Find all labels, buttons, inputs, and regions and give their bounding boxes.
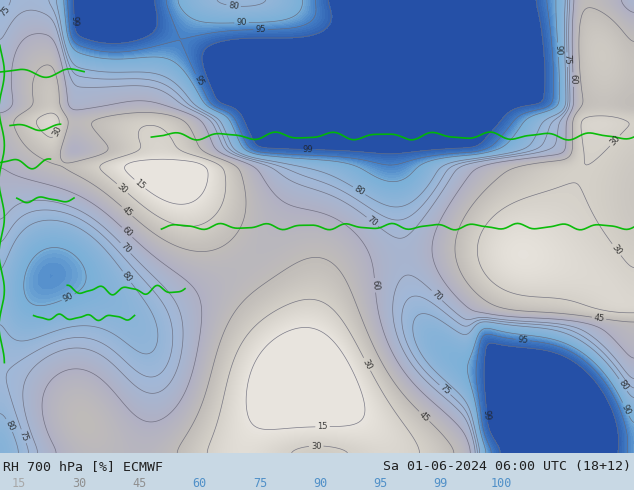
Text: 45: 45 bbox=[133, 477, 146, 490]
Text: 45: 45 bbox=[120, 204, 134, 218]
Text: 30: 30 bbox=[115, 182, 129, 196]
Text: 15: 15 bbox=[12, 477, 26, 490]
Text: 80: 80 bbox=[3, 418, 16, 432]
Text: 99: 99 bbox=[303, 145, 314, 154]
Text: Sa 01-06-2024 06:00 UTC (18+12): Sa 01-06-2024 06:00 UTC (18+12) bbox=[383, 460, 631, 473]
Text: 90: 90 bbox=[553, 44, 563, 55]
Text: 60: 60 bbox=[120, 225, 134, 239]
Text: 15: 15 bbox=[317, 422, 328, 431]
Text: 100: 100 bbox=[490, 477, 512, 490]
Text: 99: 99 bbox=[434, 477, 448, 490]
Text: 90: 90 bbox=[619, 403, 632, 416]
Text: 80: 80 bbox=[228, 1, 239, 11]
Text: 80: 80 bbox=[616, 378, 630, 392]
Text: 75: 75 bbox=[438, 383, 452, 397]
Text: 90: 90 bbox=[236, 18, 247, 27]
Text: 99: 99 bbox=[70, 16, 79, 27]
Text: 70: 70 bbox=[119, 241, 133, 255]
Text: 99: 99 bbox=[482, 409, 492, 420]
Text: 95: 95 bbox=[256, 25, 266, 34]
Text: 60: 60 bbox=[370, 280, 380, 291]
Text: 45: 45 bbox=[417, 410, 431, 423]
Text: 30: 30 bbox=[608, 134, 622, 147]
Text: 60: 60 bbox=[193, 477, 207, 490]
Text: 90: 90 bbox=[61, 291, 75, 304]
Text: 70: 70 bbox=[365, 215, 379, 228]
Text: 95: 95 bbox=[192, 74, 205, 87]
Text: 60: 60 bbox=[569, 74, 578, 85]
Text: 95: 95 bbox=[517, 335, 529, 345]
Text: 30: 30 bbox=[361, 357, 373, 371]
Text: 30: 30 bbox=[72, 477, 86, 490]
Text: 70: 70 bbox=[430, 289, 444, 302]
Text: 90: 90 bbox=[313, 477, 327, 490]
Text: 30: 30 bbox=[311, 441, 321, 451]
Text: 75: 75 bbox=[0, 4, 11, 18]
Text: 75: 75 bbox=[18, 430, 30, 443]
Text: 30: 30 bbox=[51, 125, 63, 138]
Text: 15: 15 bbox=[133, 177, 146, 191]
Text: 80: 80 bbox=[120, 270, 134, 284]
Text: 45: 45 bbox=[593, 313, 605, 323]
Text: 95: 95 bbox=[373, 477, 387, 490]
Text: 80: 80 bbox=[353, 184, 366, 197]
Text: 30: 30 bbox=[610, 243, 623, 257]
Text: 75: 75 bbox=[562, 54, 572, 65]
Text: RH 700 hPa [%] ECMWF: RH 700 hPa [%] ECMWF bbox=[3, 460, 163, 473]
Text: 75: 75 bbox=[253, 477, 267, 490]
